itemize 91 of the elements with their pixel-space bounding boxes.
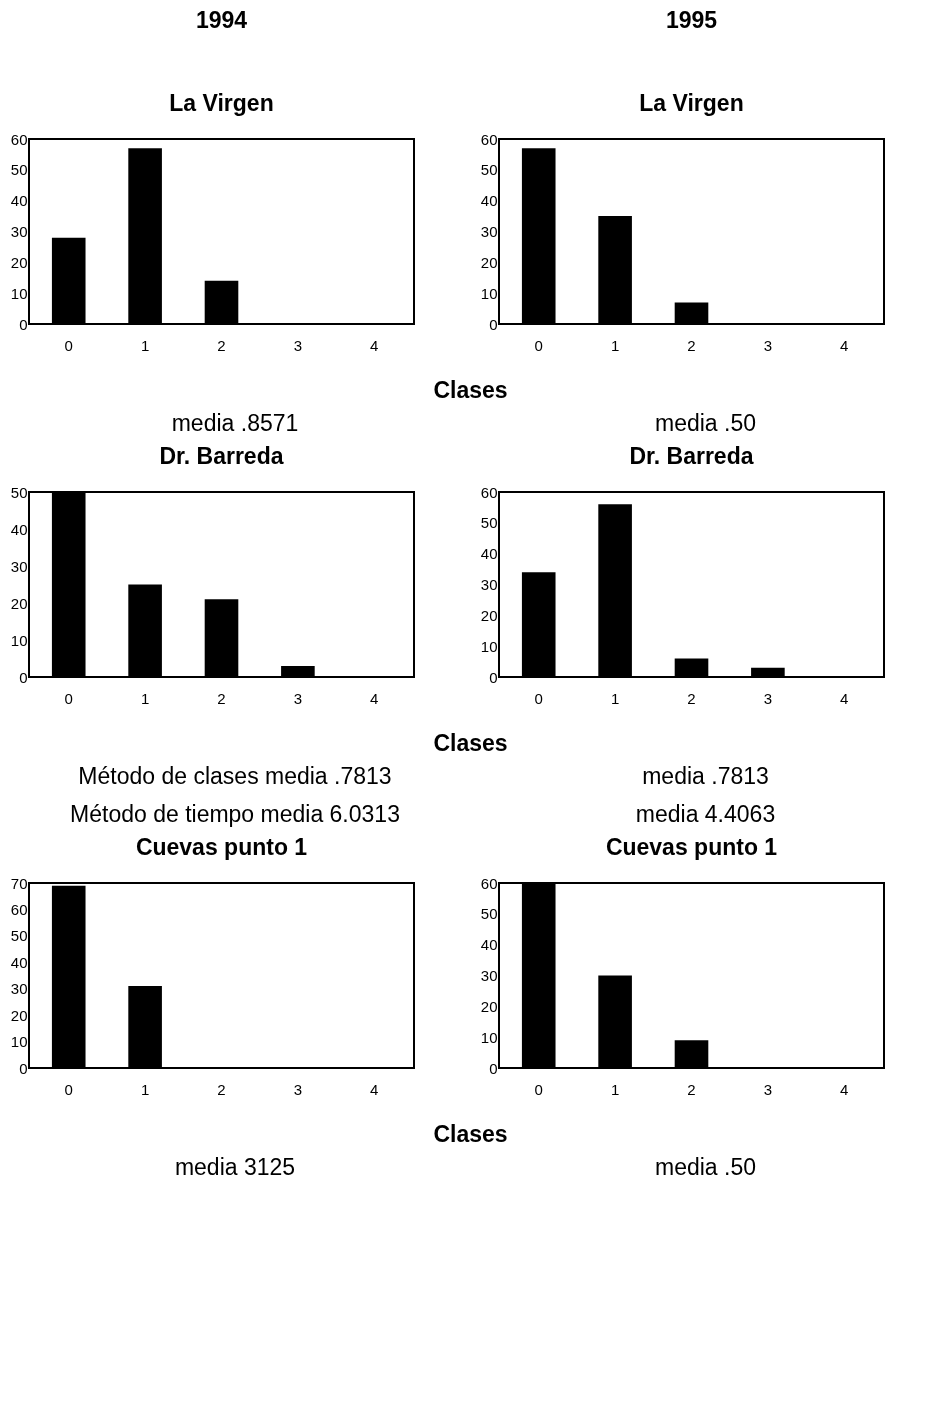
x-tick-label: 3	[763, 689, 773, 707]
y-tick-label: 10	[480, 284, 498, 302]
y-tick-label: 10	[10, 284, 28, 302]
y-tick-label: 0	[489, 1059, 498, 1077]
text: media .8571	[170, 409, 300, 438]
chart-title: Dr. Barreda	[159, 443, 284, 469]
x-tick-label: 2	[217, 336, 226, 354]
y-tick-label: 40	[10, 520, 28, 538]
text: media .50	[654, 1153, 757, 1182]
x-tick-label: 2	[217, 689, 226, 707]
x-tick-label: 1	[610, 336, 620, 354]
y-tick-label: 40	[480, 936, 498, 954]
x-tick-label: 0	[534, 689, 543, 707]
y-tick-label: 20	[10, 1006, 28, 1024]
x-tick-label: 0	[64, 689, 73, 707]
y-tick-label: 30	[10, 557, 28, 575]
x-tick-label: 4	[840, 1080, 849, 1098]
x-tick-label: 2	[217, 1080, 226, 1098]
y-tick-label: 60	[10, 130, 28, 148]
y-tick-label: 50	[480, 905, 498, 923]
x-tick-label: 1	[610, 689, 620, 707]
text: media 4.4063	[634, 800, 777, 829]
y-tick-label: 70	[10, 874, 28, 892]
text: media .7813	[641, 762, 770, 791]
x-tick-label: 2	[687, 689, 696, 707]
x-tick-label: 4	[840, 689, 849, 707]
text: media 3125	[173, 1153, 297, 1182]
y-tick-label: 30	[10, 980, 28, 998]
y-tick-label: 40	[480, 545, 498, 563]
x-tick-label: 2	[687, 1080, 696, 1098]
y-tick-label: 30	[10, 223, 28, 240]
y-tick-label: 50	[480, 514, 498, 532]
y-tick-label: 50	[10, 483, 28, 501]
y-tick-label: 10	[10, 631, 28, 649]
chart-title: Dr. Barreda	[629, 443, 754, 469]
y-tick-label: 40	[10, 953, 28, 971]
y-tick-label: 0	[19, 1059, 28, 1077]
x-axis-title: Clases	[432, 730, 509, 757]
x-tick-label: 4	[370, 689, 379, 707]
y-tick-label: 50	[480, 161, 498, 179]
y-tick-label: 10	[480, 637, 498, 655]
y-tick-label: 40	[10, 192, 28, 210]
y-tick-label: 20	[480, 997, 498, 1015]
y-tick-label: 60	[10, 900, 28, 918]
y-tick-label: 0	[19, 668, 28, 686]
x-tick-label: 1	[140, 689, 150, 707]
chart-title: Cuevas punto 1	[605, 834, 778, 860]
y-tick-label: 60	[480, 483, 498, 501]
x-axis-title: Clases	[432, 1121, 509, 1148]
x-tick-label: 3	[763, 1080, 773, 1098]
text: Método de clases media .7813	[77, 762, 393, 791]
x-tick-label: 3	[293, 336, 303, 354]
y-tick-label: 50	[10, 927, 28, 945]
y-tick-label: 20	[10, 594, 28, 612]
x-tick-label: 3	[763, 336, 773, 354]
y-tick-label: 60	[480, 874, 498, 892]
y-tick-label: 20	[480, 606, 498, 624]
y-tick-label: 0	[19, 315, 28, 333]
x-tick-label: 2	[687, 336, 696, 354]
text: Método de tiempo media 6.0313	[69, 800, 401, 829]
x-tick-label: 4	[840, 336, 849, 354]
chart-title: 1994	[195, 7, 248, 33]
chart-subtitle: La Virgen	[639, 90, 744, 116]
y-tick-label: 20	[10, 253, 28, 271]
x-tick-label: 1	[610, 1080, 620, 1098]
y-tick-label: 0	[489, 668, 498, 686]
x-tick-label: 1	[140, 336, 150, 354]
x-axis-title: Clases	[432, 377, 509, 404]
x-tick-label: 4	[370, 1080, 379, 1098]
y-tick-label: 30	[480, 967, 498, 984]
y-tick-label: 50	[10, 161, 28, 179]
x-tick-label: 3	[293, 1080, 303, 1098]
y-tick-label: 40	[480, 192, 498, 210]
chart-subtitle: La Virgen	[169, 90, 274, 116]
x-tick-label: 0	[64, 336, 73, 354]
x-tick-label: 0	[534, 336, 543, 354]
y-tick-label: 10	[10, 1033, 28, 1051]
x-tick-label: 3	[293, 689, 303, 707]
x-tick-label: 1	[140, 1080, 150, 1098]
chart-title: 1995	[665, 7, 718, 33]
chart-title: Cuevas punto 1	[135, 834, 308, 860]
y-tick-label: 30	[480, 576, 498, 593]
x-tick-label: 4	[370, 336, 379, 354]
x-tick-label: 0	[64, 1080, 73, 1098]
y-tick-label: 30	[480, 223, 498, 240]
text: media .50	[654, 409, 757, 438]
y-tick-label: 20	[480, 253, 498, 271]
y-tick-label: 60	[480, 130, 498, 148]
y-tick-label: 10	[480, 1028, 498, 1046]
y-tick-label: 0	[489, 315, 498, 333]
x-tick-label: 0	[534, 1080, 543, 1098]
